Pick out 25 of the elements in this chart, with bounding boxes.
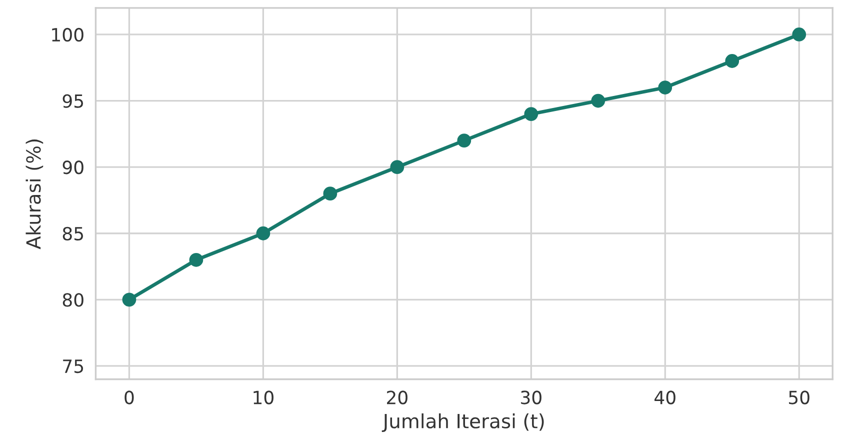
point [792, 28, 806, 42]
x-tick-label: 0 [124, 390, 134, 404]
y-tick-label: 80 [62, 293, 84, 307]
point [323, 186, 338, 201]
x-tick-label: 30 [521, 390, 542, 404]
x-tick-label: 20 [387, 390, 408, 404]
point [725, 54, 740, 68]
point [658, 80, 672, 94]
y-tick-label: 100 [52, 28, 84, 42]
y-axis-title: Akurasi (%) [26, 139, 44, 250]
y-tick-label: 75 [63, 360, 84, 374]
point [189, 252, 204, 267]
point [256, 226, 270, 240]
x-tick-label: 40 [654, 390, 676, 404]
y-tick-label: 85 [62, 226, 84, 240]
point [591, 94, 606, 108]
y-tick-label: 95 [62, 94, 84, 108]
point [390, 160, 404, 174]
x-tick-label: 10 [254, 390, 274, 404]
x-axis-title: Jumlah Iterasi (t) [382, 413, 544, 432]
x-tick-label: 50 [789, 390, 810, 404]
point [457, 134, 472, 148]
point [122, 292, 136, 307]
y-tick-label: 90 [62, 160, 84, 174]
point [524, 107, 538, 121]
